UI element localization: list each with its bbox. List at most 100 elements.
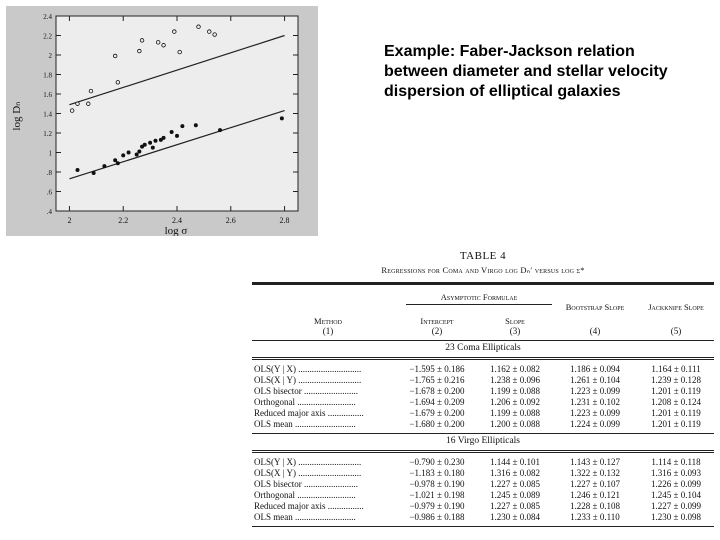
cell-method: OLS mean ........................... (254, 419, 356, 429)
cell-jackknife: 1.239 ± 0.128 (651, 375, 701, 385)
data-point-open (139, 38, 145, 43)
y-tick-label: 2 (49, 52, 53, 60)
section-rule-coma (252, 357, 714, 358)
y-tick-label: 1.8 (43, 72, 52, 80)
col-num-5: (5) (670, 326, 682, 336)
col-header-jackknife: Jackknife Slope (648, 302, 704, 312)
cell-slope: 1.162 ± 0.082 (490, 364, 540, 374)
cell-intercept: −1.021 ± 0.198 (409, 490, 465, 500)
cell-method: Reduced major axis ................ (254, 501, 364, 511)
cell-bootstrap: 1.186 ± 0.094 (570, 364, 620, 374)
col-num-3: (3) (509, 326, 521, 336)
data-point-filled (126, 150, 131, 155)
data-point-open (155, 40, 161, 45)
x-tick-label: 2.8 (280, 216, 290, 225)
x-tick-label: 2.6 (226, 216, 236, 225)
cell-slope: 1.200 ± 0.088 (490, 419, 540, 429)
data-point-filled (180, 124, 185, 129)
table-row: OLS(Y | X) ............................ … (252, 457, 714, 468)
cell-bootstrap: 1.227 ± 0.107 (570, 479, 620, 489)
x-tick-label: 2 (67, 216, 71, 225)
y-tick-label: .4 (47, 208, 53, 216)
cell-bootstrap: 1.246 ± 0.121 (570, 490, 620, 500)
x-tick-label: 2.2 (118, 216, 128, 225)
cell-method: OLS(Y | X) ............................ (254, 364, 362, 374)
cell-jackknife: 1.201 ± 0.119 (651, 419, 701, 429)
cell-jackknife: 1.201 ± 0.119 (651, 408, 701, 418)
cell-slope: 1.144 ± 0.101 (490, 457, 540, 467)
data-point-open (115, 80, 121, 85)
data-point-filled (102, 164, 107, 169)
scatter-plot: 2 2.2 2.4 2.6 2.8 .4 .6 .8 1 1.2 1.4 1.6 1.8 2 2.2 2.4… (6, 6, 318, 236)
cell-method: OLS mean ........................... (254, 512, 356, 522)
cell-slope: 1.206 ± 0.092 (490, 397, 540, 407)
cell-method: Orthogonal .......................... (254, 490, 356, 500)
y-tick-label: 1.2 (43, 130, 52, 138)
cell-method: OLS(X | Y) ............................ (254, 375, 362, 385)
table-row: OLS(X | Y) ............................ … (252, 375, 714, 386)
cell-slope: 1.199 ± 0.088 (490, 386, 540, 396)
slide-caption: Example: Faber-Jackson relation between … (384, 42, 704, 102)
section-rule-virgo-2 (252, 452, 714, 453)
table-row: Reduced major axis ................ −1.6… (252, 408, 714, 419)
col-header-slope: Slope (505, 316, 525, 326)
data-point-filled (113, 158, 118, 163)
table-row: OLS(X | Y) ............................ … (252, 468, 714, 479)
data-point-filled (91, 170, 96, 175)
caption-line-3: dispersion of elliptical galaxies (384, 83, 621, 100)
y-tick-label: 1.6 (43, 91, 52, 99)
cell-intercept: −1.765 ± 0.216 (409, 375, 465, 385)
cell-intercept: −1.678 ± 0.200 (409, 386, 465, 396)
data-point-filled (137, 149, 142, 154)
cell-slope: 1.316 ± 0.082 (490, 468, 540, 478)
data-point-open (112, 53, 118, 59)
cell-jackknife: 1.164 ± 0.111 (651, 364, 701, 374)
table-bottom-rule (252, 526, 714, 527)
cell-slope: 1.199 ± 0.088 (490, 408, 540, 418)
fit-line (69, 34, 285, 106)
data-point-open (196, 24, 201, 29)
table-row: OLS bisector ........................ −1… (252, 386, 714, 397)
cell-intercept: −0.979 ± 0.190 (409, 501, 465, 511)
data-point-filled (121, 153, 126, 158)
cell-intercept: −1.694 ± 0.209 (409, 397, 465, 407)
y-tick-label: 1 (49, 150, 53, 158)
data-point-filled (153, 138, 158, 143)
scatter-plot-svg: 2 2.2 2.4 2.6 2.8 .4 .6 .8 1 1.2 1.4 1.6 1.8 2 2.2 2.4… (11, 13, 299, 236)
cell-jackknife: 1.230 ± 0.098 (651, 512, 701, 522)
data-point-open (137, 48, 142, 54)
section-rule-coma-2 (252, 359, 714, 360)
cell-bootstrap: 1.322 ± 0.132 (570, 468, 620, 478)
table-row: OLS mean ........................... −1.… (252, 419, 714, 430)
col-num-1: (1) (322, 326, 334, 336)
cell-slope: 1.227 ± 0.085 (490, 479, 540, 489)
header-rule (252, 340, 714, 341)
cell-bootstrap: 1.261 ± 0.104 (570, 375, 620, 385)
cell-slope: 1.227 ± 0.085 (490, 501, 540, 511)
table-row: OLS bisector ........................ −0… (252, 479, 714, 490)
cell-method: OLS(X | Y) ............................ (254, 468, 362, 478)
data-point-filled (75, 168, 80, 173)
col-header-method: Method (314, 316, 342, 326)
table-number: TABLE 4 (459, 250, 507, 262)
section-title-coma: 23 Coma Ellipticals (445, 343, 521, 353)
section-rule-virgo (252, 450, 714, 451)
caption-line-1: Example: Faber-Jackson relation (384, 43, 635, 60)
data-point-filled (218, 128, 223, 133)
data-point-filled (148, 140, 153, 145)
cell-slope: 1.238 ± 0.096 (490, 375, 540, 385)
cell-method: Reduced major axis ................ (254, 408, 364, 418)
cell-intercept: −1.183 ± 0.180 (409, 468, 465, 478)
data-point-filled (150, 145, 155, 150)
table-row: Orthogonal .......................... −1… (252, 490, 714, 501)
data-point-filled (140, 144, 145, 149)
data-point-filled (142, 142, 147, 147)
data-point-filled (158, 137, 163, 142)
cell-bootstrap: 1.223 ± 0.099 (570, 408, 620, 418)
cell-intercept: −1.595 ± 0.186 (409, 364, 465, 374)
x-tick-label: 2.4 (172, 216, 182, 225)
data-point-filled (115, 161, 120, 166)
cell-jackknife: 1.245 ± 0.104 (651, 490, 701, 500)
y-tick-label: 2.4 (43, 13, 52, 21)
data-point-filled (134, 152, 139, 157)
